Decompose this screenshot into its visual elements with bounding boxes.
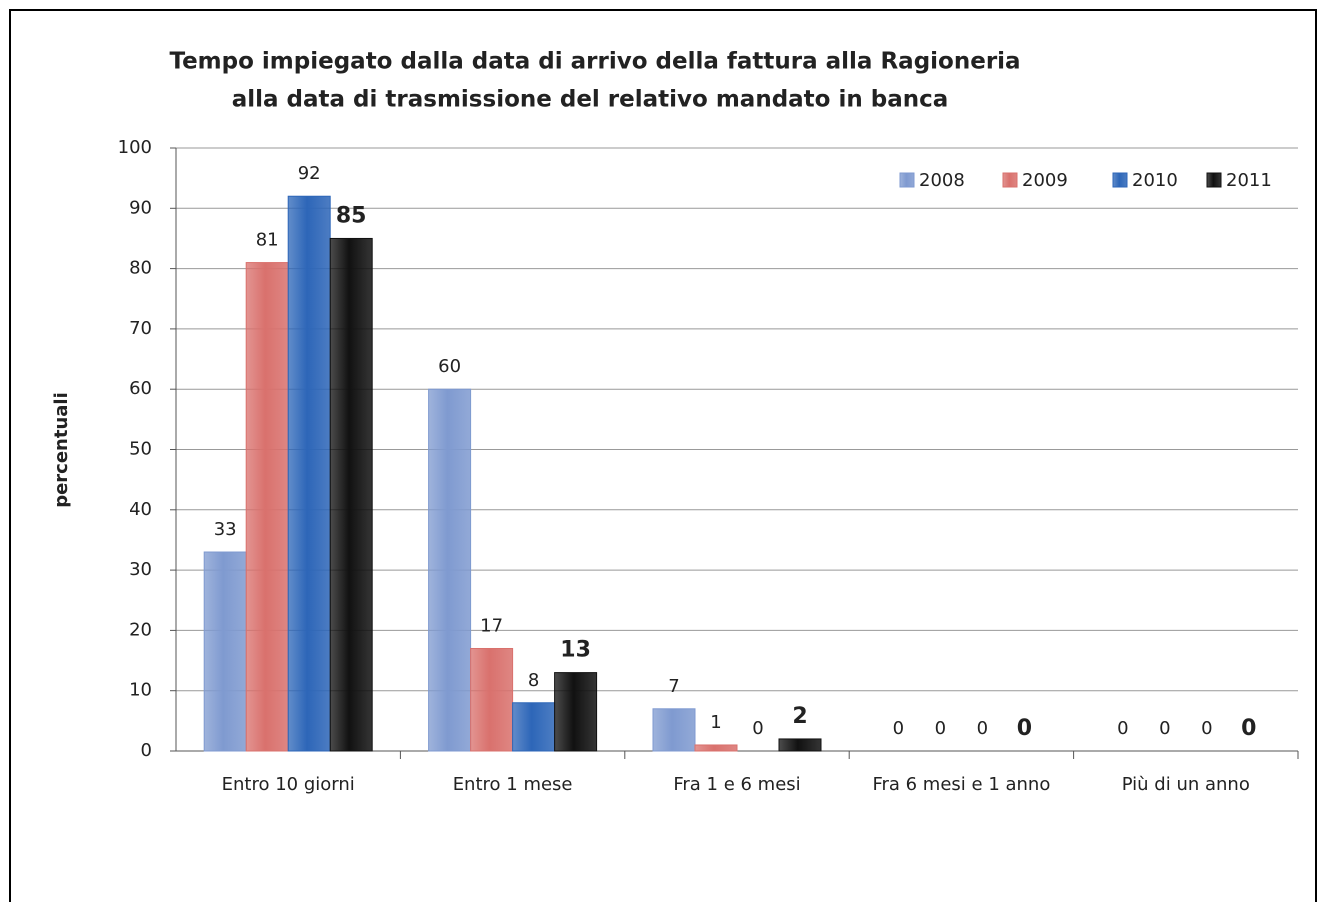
y-tick-label: 90 <box>129 197 152 218</box>
data-label: 60 <box>438 356 461 377</box>
data-label: 0 <box>1017 716 1032 741</box>
legend-label: 2008 <box>919 170 965 191</box>
y-tick-label: 30 <box>129 559 152 580</box>
data-label: 13 <box>560 638 591 663</box>
x-tick-label: Entro 1 mese <box>453 774 573 795</box>
bar <box>554 672 598 752</box>
legend-label: 2011 <box>1226 170 1272 191</box>
legend-swatch <box>1206 172 1222 188</box>
data-label: 1 <box>710 712 721 733</box>
bar <box>470 647 514 752</box>
data-label: 0 <box>752 718 763 739</box>
chart-title: Tempo impiegato dalla data di arrivo del… <box>169 49 1020 75</box>
data-label: 2 <box>792 704 807 729</box>
y-tick-label: 60 <box>129 378 152 399</box>
data-label: 92 <box>298 163 321 184</box>
legend-swatch <box>1002 172 1018 188</box>
data-label: 81 <box>256 230 279 251</box>
x-tick-label: Fra 6 mesi e 1 anno <box>872 774 1050 795</box>
data-label: 17 <box>480 615 503 636</box>
data-label: 85 <box>336 203 367 228</box>
data-label: 0 <box>935 718 946 739</box>
y-tick-label: 20 <box>129 619 152 640</box>
data-label: 33 <box>214 519 237 540</box>
data-label: 7 <box>668 676 679 697</box>
y-axis-title: percentuali <box>51 392 72 508</box>
y-tick-label: 50 <box>129 439 152 460</box>
chart-title: alla data di trasmissione del relativo m… <box>232 87 949 113</box>
legend-swatch <box>899 172 915 188</box>
x-tick-label: Fra 1 e 6 mesi <box>673 774 800 795</box>
data-label: 0 <box>1117 718 1128 739</box>
bar <box>694 744 738 752</box>
data-label: 0 <box>893 718 904 739</box>
data-label: 0 <box>977 718 988 739</box>
y-tick-label: 40 <box>129 499 152 520</box>
bar <box>778 738 822 752</box>
bar <box>287 195 331 752</box>
bar <box>652 708 696 752</box>
bar <box>512 702 556 752</box>
legend-label: 2010 <box>1132 170 1178 191</box>
x-tick-label: Più di un anno <box>1122 774 1250 795</box>
bar <box>203 551 247 752</box>
y-tick-label: 100 <box>118 137 152 158</box>
legend-swatch <box>1112 172 1128 188</box>
y-tick-label: 10 <box>129 680 152 701</box>
data-label: 0 <box>1201 718 1212 739</box>
data-label: 0 <box>1241 716 1256 741</box>
data-label: 0 <box>1159 718 1170 739</box>
y-tick-label: 80 <box>129 258 152 279</box>
data-label: 8 <box>528 670 539 691</box>
bar <box>329 237 373 752</box>
chart-border <box>9 9 1317 902</box>
bar <box>428 388 472 752</box>
legend-label: 2009 <box>1022 170 1068 191</box>
y-tick-label: 70 <box>129 318 152 339</box>
x-tick-label: Entro 10 giorni <box>222 774 355 795</box>
bar <box>245 262 289 752</box>
y-tick-label: 0 <box>141 740 152 761</box>
